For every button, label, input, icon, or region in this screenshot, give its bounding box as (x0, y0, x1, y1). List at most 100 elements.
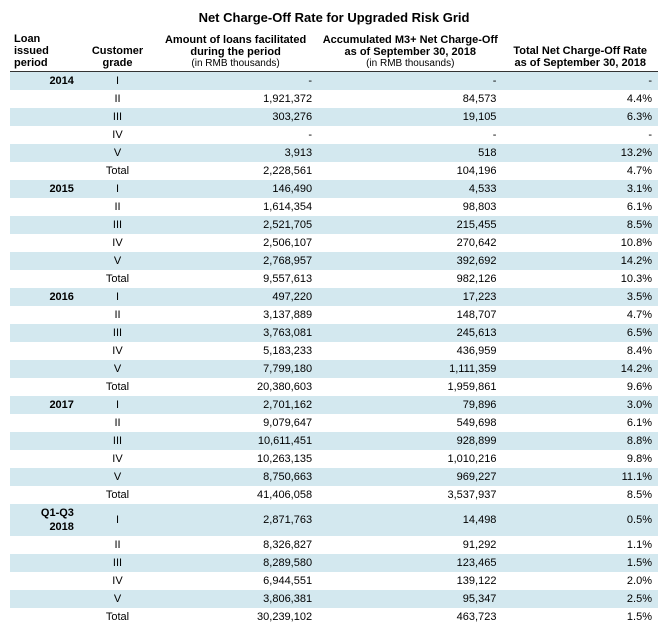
cell-amount: 2,701,162 (153, 396, 318, 414)
cell-accum: 139,122 (318, 572, 502, 590)
cell-period (10, 162, 82, 180)
cell-accum: 982,126 (318, 270, 502, 288)
cell-period: 2015 (10, 180, 82, 198)
cell-grade: I (82, 180, 153, 198)
cell-period (10, 126, 82, 144)
table-row: V8,750,663969,22711.1% (10, 468, 658, 486)
table-row: II1,921,37284,5734.4% (10, 90, 658, 108)
table-row: III10,611,451928,8998.8% (10, 432, 658, 450)
cell-rate: 1.1% (502, 536, 658, 554)
cell-rate: 9.8% (502, 450, 658, 468)
cell-period (10, 360, 82, 378)
cell-rate: 4.4% (502, 90, 658, 108)
cell-grade: Total (82, 270, 153, 288)
cell-rate: 4.7% (502, 306, 658, 324)
cell-accum: 148,707 (318, 306, 502, 324)
cell-accum: 123,465 (318, 554, 502, 572)
header-subtext: (in RMB thousands) (322, 58, 498, 69)
cell-accum: 4,533 (318, 180, 502, 198)
cell-rate: 8.5% (502, 486, 658, 504)
cell-amount: 30,239,102 (153, 608, 318, 626)
table-row: V3,806,38195,3472.5% (10, 590, 658, 608)
header-text: during the period (190, 46, 280, 58)
cell-accum: 19,105 (318, 108, 502, 126)
cell-grade: I (82, 288, 153, 306)
table-row: IV6,944,551139,1222.0% (10, 572, 658, 590)
cell-rate: 3.1% (502, 180, 658, 198)
header-text: Customer (92, 45, 143, 57)
table-row: 2017I2,701,16279,8963.0% (10, 396, 658, 414)
cell-accum: 91,292 (318, 536, 502, 554)
table-row: II9,079,647549,6986.1% (10, 414, 658, 432)
table-row: Total20,380,6031,959,8619.6% (10, 378, 658, 396)
header-text: Amount of loans facilitated (165, 34, 306, 46)
cell-rate: 6.1% (502, 414, 658, 432)
cell-period (10, 432, 82, 450)
cell-amount: 9,557,613 (153, 270, 318, 288)
cell-rate: 10.3% (502, 270, 658, 288)
cell-grade: IV (82, 450, 153, 468)
cell-rate: 9.6% (502, 378, 658, 396)
cell-accum: 270,642 (318, 234, 502, 252)
cell-grade: V (82, 144, 153, 162)
cell-accum: 79,896 (318, 396, 502, 414)
table-row: Total2,228,561104,1964.7% (10, 162, 658, 180)
table-row: III2,521,705215,4558.5% (10, 216, 658, 234)
table-row: IV10,263,1351,010,2169.8% (10, 450, 658, 468)
table-row: IV5,183,233436,9598.4% (10, 342, 658, 360)
cell-period (10, 378, 82, 396)
cell-period (10, 608, 82, 626)
cell-grade: II (82, 90, 153, 108)
cell-rate: 3.0% (502, 396, 658, 414)
cell-grade: I (82, 72, 153, 91)
cell-grade: I (82, 396, 153, 414)
cell-period: 2017 (10, 396, 82, 414)
col-header-rate: Total Net Charge-Off Rate as of Septembe… (502, 31, 658, 72)
header-text: period (14, 57, 48, 69)
cell-period (10, 342, 82, 360)
cell-period (10, 590, 82, 608)
col-header-amount: Amount of loans facilitated during the p… (153, 31, 318, 72)
cell-rate: 2.0% (502, 572, 658, 590)
cell-accum: 969,227 (318, 468, 502, 486)
cell-amount: 2,768,957 (153, 252, 318, 270)
table-row: III3,763,081245,6136.5% (10, 324, 658, 342)
cell-amount: 2,871,763 (153, 504, 318, 536)
cell-accum: 1,111,359 (318, 360, 502, 378)
table-row: Total9,557,613982,12610.3% (10, 270, 658, 288)
cell-rate: 2.5% (502, 590, 658, 608)
cell-amount: 8,326,827 (153, 536, 318, 554)
table-row: IV--- (10, 126, 658, 144)
cell-accum: 84,573 (318, 90, 502, 108)
cell-grade: V (82, 468, 153, 486)
cell-period (10, 468, 82, 486)
cell-accum: 1,959,861 (318, 378, 502, 396)
cell-rate: 13.2% (502, 144, 658, 162)
cell-grade: II (82, 536, 153, 554)
cell-accum: 98,803 (318, 198, 502, 216)
cell-grade: Total (82, 608, 153, 626)
cell-accum: 1,010,216 (318, 450, 502, 468)
col-header-accum: Accumulated M3+ Net Charge-Off as of Sep… (318, 31, 502, 72)
cell-period: 2016 (10, 288, 82, 306)
cell-rate: 10.8% (502, 234, 658, 252)
table-row: 2015I146,4904,5333.1% (10, 180, 658, 198)
cell-accum: 928,899 (318, 432, 502, 450)
cell-rate: 8.4% (502, 342, 658, 360)
cell-grade: Total (82, 486, 153, 504)
cell-amount: 20,380,603 (153, 378, 318, 396)
cell-accum: 95,347 (318, 590, 502, 608)
cell-amount: 6,944,551 (153, 572, 318, 590)
cell-period: Q1-Q3 2018 (10, 504, 82, 536)
table-row: 2014I--- (10, 72, 658, 91)
cell-rate: 3.5% (502, 288, 658, 306)
table-row: 2016I497,22017,2233.5% (10, 288, 658, 306)
cell-amount: 2,506,107 (153, 234, 318, 252)
cell-period (10, 144, 82, 162)
cell-period (10, 90, 82, 108)
table-row: II3,137,889148,7074.7% (10, 306, 658, 324)
cell-rate: 8.8% (502, 432, 658, 450)
cell-grade: II (82, 306, 153, 324)
cell-amount: 9,079,647 (153, 414, 318, 432)
cell-amount: 2,521,705 (153, 216, 318, 234)
